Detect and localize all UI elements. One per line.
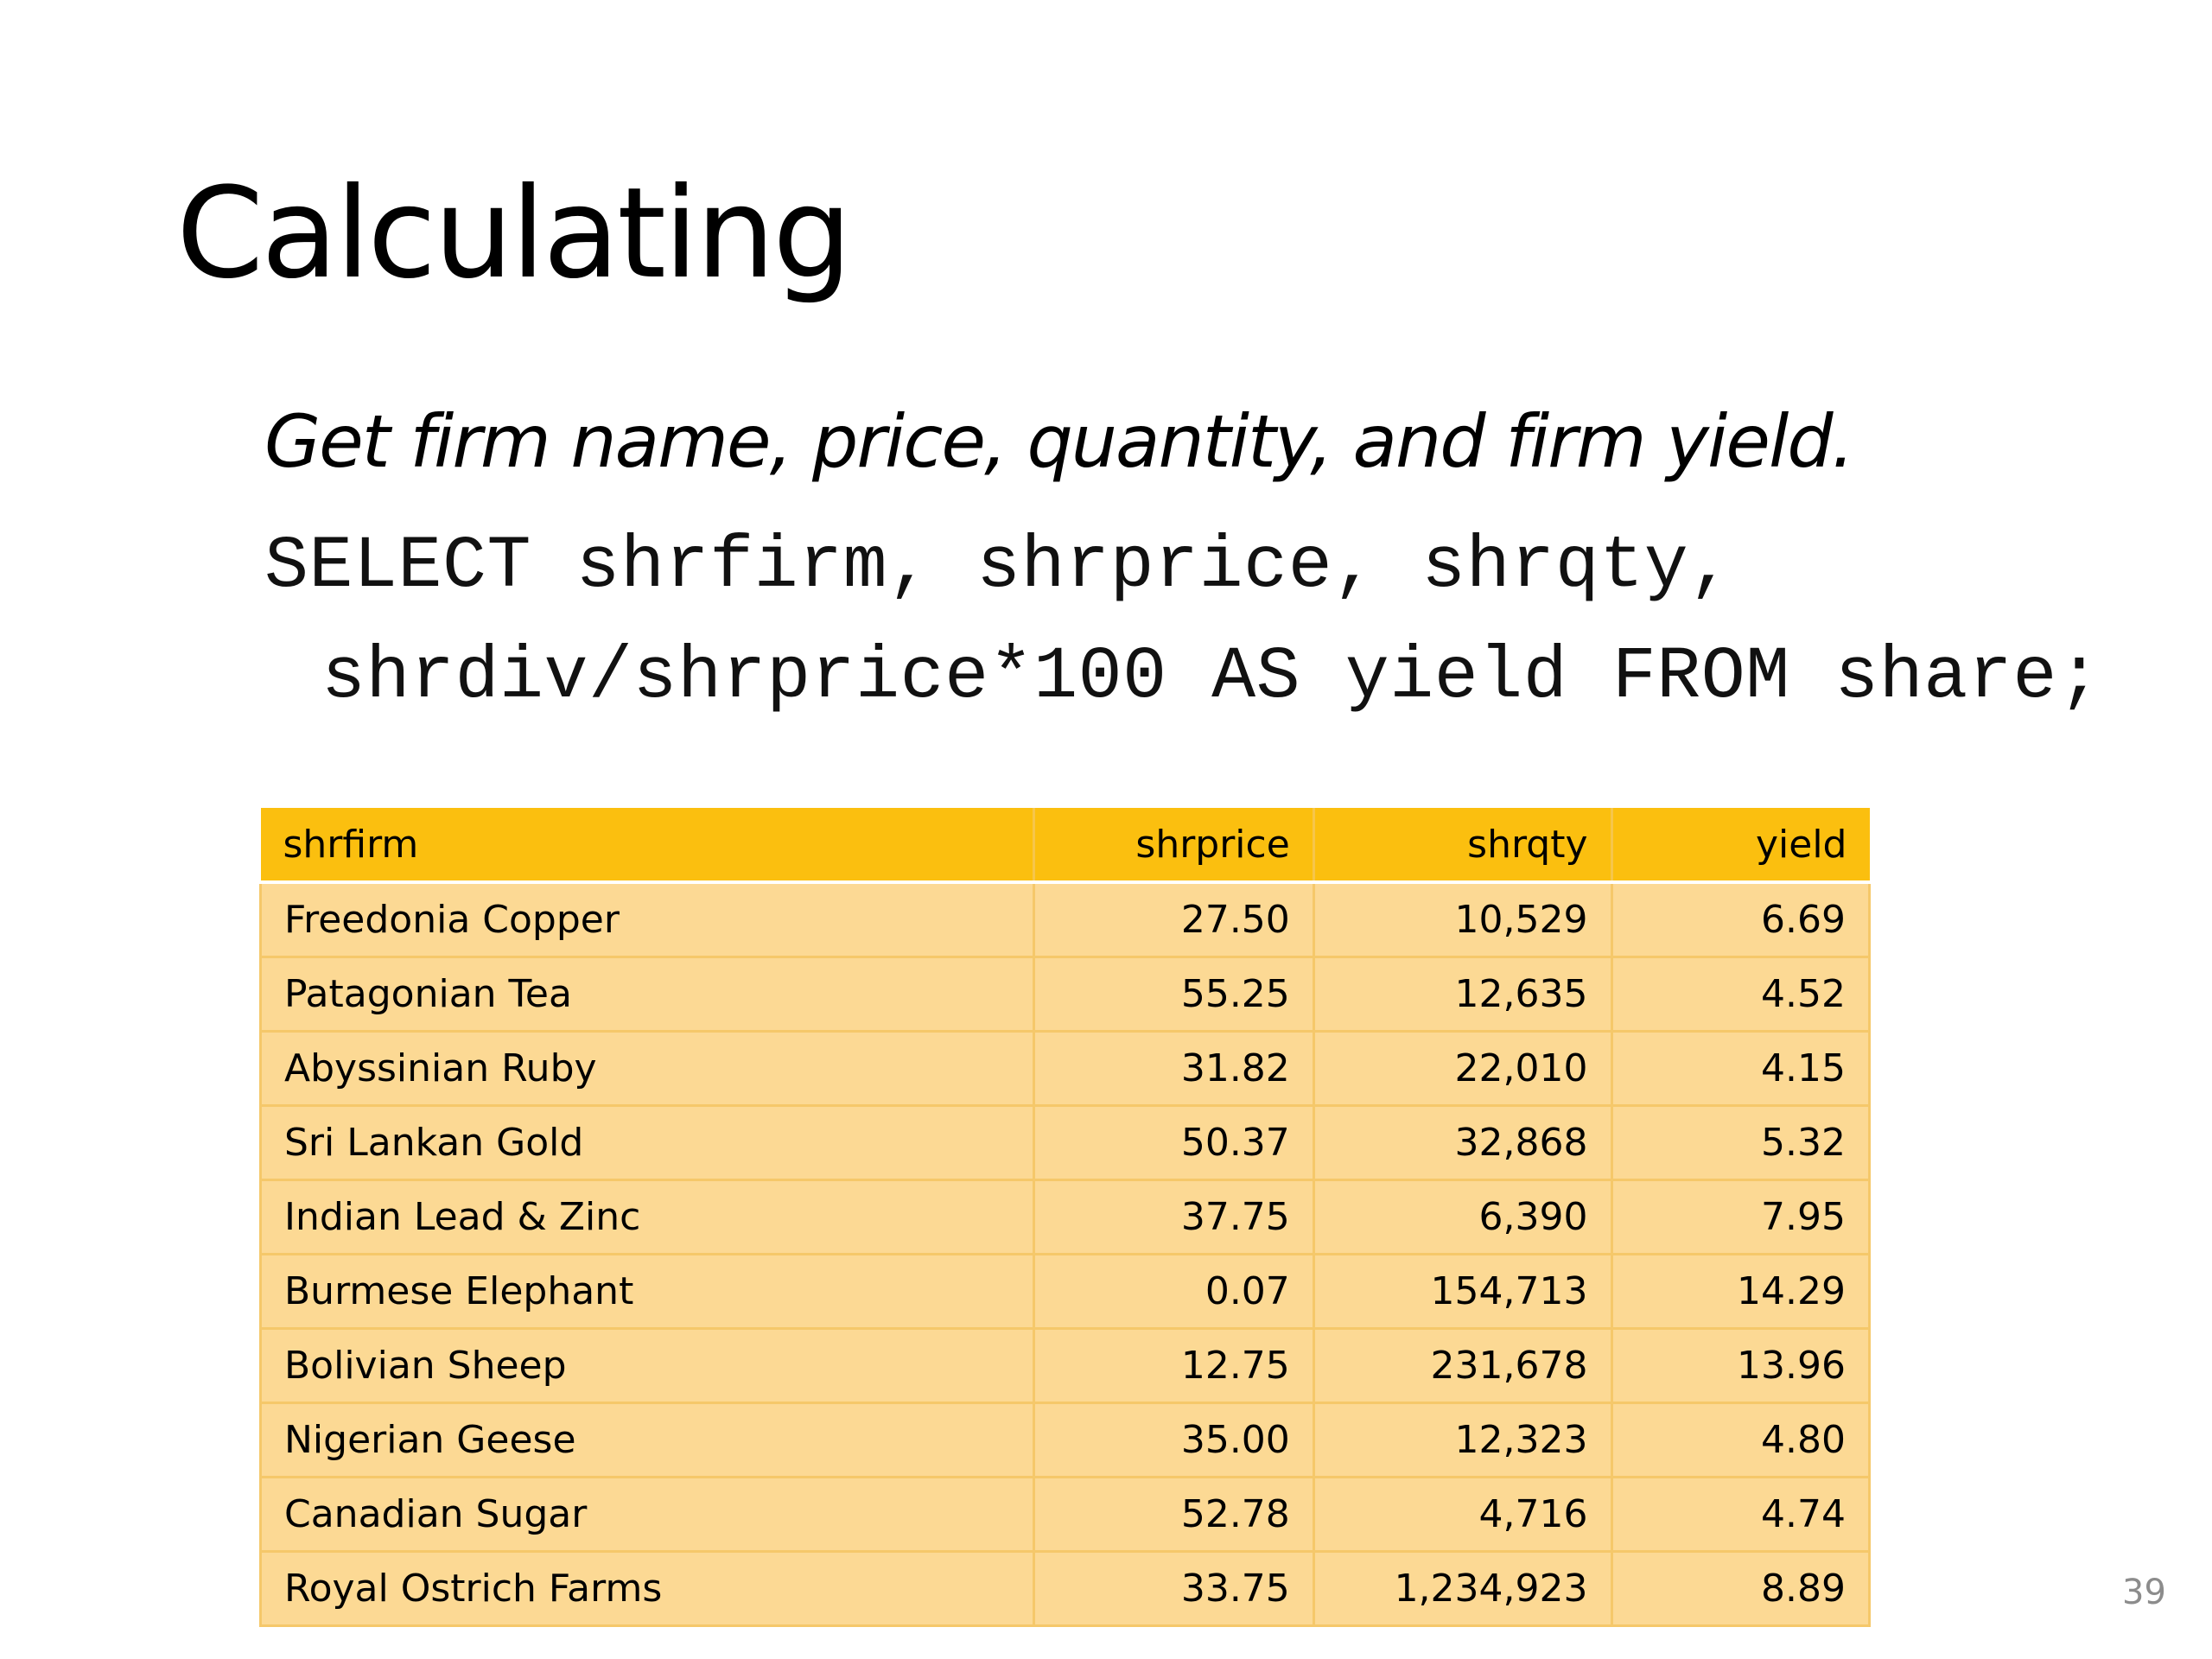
table-row: Freedonia Copper 27.50 10,529 6.69 <box>258 880 1871 957</box>
table-row: Royal Ostrich Farms 33.75 1,234,923 8.89 <box>258 1549 1871 1627</box>
cell-shrqty: 10,529 <box>1313 880 1613 957</box>
cell-shrprice: 31.82 <box>1033 1029 1315 1105</box>
cell-shrfirm: Indian Lead & Zinc <box>258 1178 1036 1254</box>
cell-shrfirm: Sri Lankan Gold <box>258 1103 1036 1179</box>
cell-shrprice: 52.78 <box>1033 1475 1315 1551</box>
page-number: 39 <box>2122 1573 2166 1612</box>
cell-shrprice: 33.75 <box>1033 1549 1315 1627</box>
cell-yield: 4.52 <box>1611 955 1871 1031</box>
cell-shrqty: 12,635 <box>1313 955 1613 1031</box>
cell-shrfirm: Canadian Sugar <box>258 1475 1036 1551</box>
table-row: Sri Lankan Gold 50.37 32,868 5.32 <box>258 1103 1871 1179</box>
cell-shrqty: 6,390 <box>1313 1178 1613 1254</box>
column-header-shrprice: shrprice <box>1033 808 1315 884</box>
cell-shrqty: 231,678 <box>1313 1326 1613 1402</box>
column-header-shrfirm: shrfirm <box>260 808 1036 884</box>
sql-query-line-2: shrdiv/shrprice*100 AS yield FROM share; <box>321 635 2102 719</box>
cell-yield: 6.69 <box>1611 880 1871 957</box>
cell-shrprice: 27.50 <box>1033 880 1315 957</box>
sql-query-line-1: SELECT shrfirm, shrprice, shrqty, <box>264 524 1733 608</box>
table-row: Bolivian Sheep 12.75 231,678 13.96 <box>258 1326 1871 1402</box>
cell-shrfirm: Royal Ostrich Farms <box>258 1549 1036 1627</box>
table-row: Canadian Sugar 52.78 4,716 4.74 <box>258 1475 1871 1551</box>
table-row: Burmese Elephant 0.07 154,713 14.29 <box>258 1252 1871 1328</box>
cell-shrqty: 154,713 <box>1313 1252 1613 1328</box>
table-row: Indian Lead & Zinc 37.75 6,390 7.95 <box>258 1178 1871 1254</box>
cell-yield: 14.29 <box>1611 1252 1871 1328</box>
cell-shrprice: 0.07 <box>1033 1252 1315 1328</box>
query-result-table: shrfirm shrprice shrqty yield Freedonia … <box>258 808 1871 1627</box>
cell-yield: 8.89 <box>1611 1549 1871 1627</box>
table-row: Nigerian Geese 35.00 12,323 4.80 <box>258 1401 1871 1477</box>
table-row: Abyssinian Ruby 31.82 22,010 4.15 <box>258 1029 1871 1105</box>
question-text: Get firm name, price, quantity, and firm… <box>264 399 1854 484</box>
cell-yield: 4.74 <box>1611 1475 1871 1551</box>
cell-yield: 7.95 <box>1611 1178 1871 1254</box>
cell-shrfirm: Freedonia Copper <box>258 880 1036 957</box>
cell-shrfirm: Nigerian Geese <box>258 1401 1036 1477</box>
cell-shrprice: 50.37 <box>1033 1103 1315 1179</box>
cell-shrfirm: Bolivian Sheep <box>258 1326 1036 1402</box>
cell-shrqty: 12,323 <box>1313 1401 1613 1477</box>
column-header-shrqty: shrqty <box>1313 808 1613 884</box>
cell-shrprice: 37.75 <box>1033 1178 1315 1254</box>
cell-shrqty: 32,868 <box>1313 1103 1613 1179</box>
column-header-yield: yield <box>1611 808 1870 884</box>
cell-yield: 4.80 <box>1611 1401 1871 1477</box>
cell-shrqty: 22,010 <box>1313 1029 1613 1105</box>
cell-yield: 5.32 <box>1611 1103 1871 1179</box>
table-row: Patagonian Tea 55.25 12,635 4.52 <box>258 955 1871 1031</box>
slide-title: Calculating <box>176 161 852 307</box>
cell-shrfirm: Abyssinian Ruby <box>258 1029 1036 1105</box>
cell-shrprice: 35.00 <box>1033 1401 1315 1477</box>
table-header-row: shrfirm shrprice shrqty yield <box>260 808 1870 884</box>
cell-yield: 4.15 <box>1611 1029 1871 1105</box>
cell-shrqty: 1,234,923 <box>1313 1549 1613 1627</box>
cell-yield: 13.96 <box>1611 1326 1871 1402</box>
cell-shrfirm: Patagonian Tea <box>258 955 1036 1031</box>
cell-shrprice: 12.75 <box>1033 1326 1315 1402</box>
cell-shrqty: 4,716 <box>1313 1475 1613 1551</box>
cell-shrfirm: Burmese Elephant <box>258 1252 1036 1328</box>
cell-shrprice: 55.25 <box>1033 955 1315 1031</box>
